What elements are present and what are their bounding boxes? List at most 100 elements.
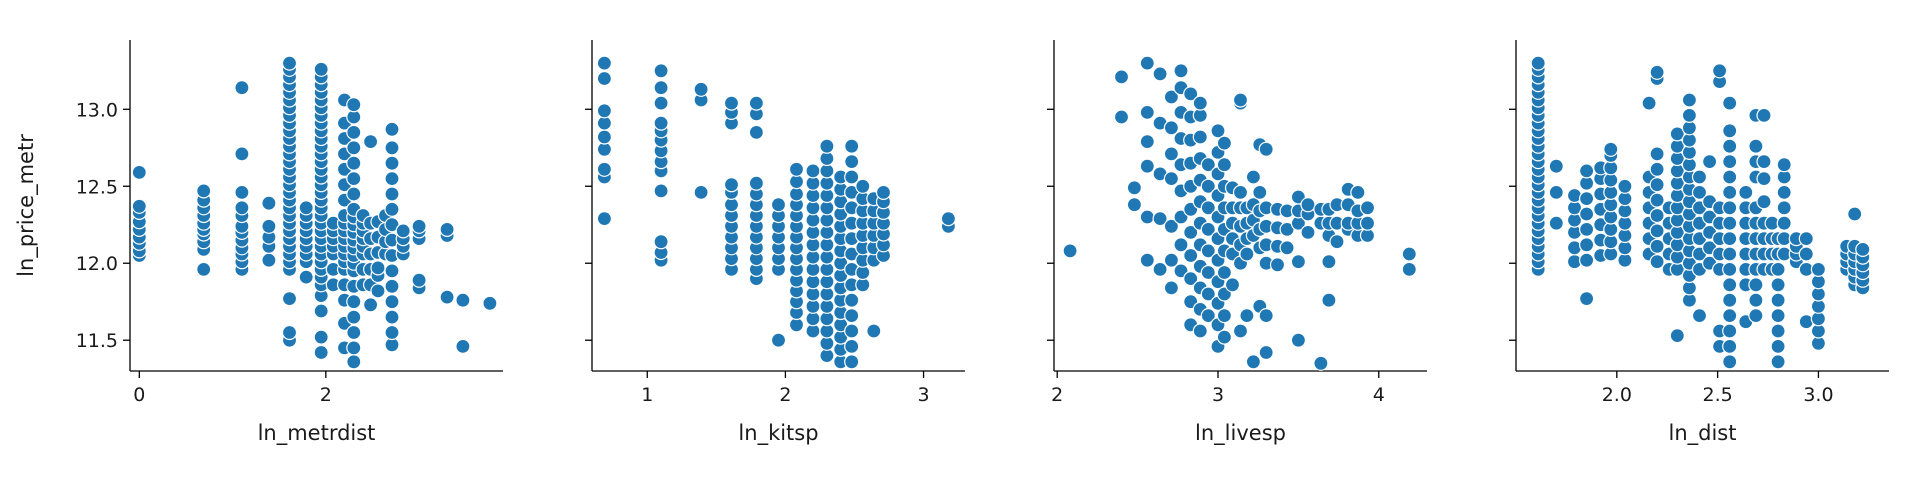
data-point <box>1163 89 1180 105</box>
data-point <box>1126 197 1143 213</box>
data-point <box>1183 247 1199 264</box>
data-point <box>1200 200 1216 216</box>
x-tick-label: 2 <box>779 384 791 406</box>
data-point <box>439 221 455 237</box>
data-point <box>1139 252 1155 268</box>
data-point <box>1722 308 1738 324</box>
data-point <box>363 297 379 313</box>
data-point <box>1258 344 1274 361</box>
data-point <box>1770 277 1786 293</box>
data-point <box>1290 254 1307 270</box>
data-point <box>370 283 386 299</box>
data-point <box>1776 215 1792 231</box>
data-point <box>693 81 709 97</box>
data-point <box>1113 69 1130 85</box>
data-point <box>346 324 362 341</box>
data-point <box>1329 234 1345 250</box>
data-point <box>653 183 669 199</box>
data-point <box>1152 261 1168 277</box>
data-point <box>1691 169 1708 185</box>
data-point <box>1748 292 1764 308</box>
x-tick-label: 2 <box>320 384 332 406</box>
panel-2: 1 2 3 ln_kitsp <box>585 40 965 446</box>
x-axis-label: ln_kitsp <box>738 421 818 446</box>
data-point <box>1245 354 1262 370</box>
data-point <box>1530 55 1546 71</box>
data-point <box>1139 104 1155 121</box>
data-point <box>384 324 400 341</box>
data-point <box>1216 157 1233 173</box>
data-point <box>1163 146 1180 162</box>
data-point <box>1649 177 1665 193</box>
y-tick-label: 11.5 <box>76 330 118 352</box>
data-point <box>1139 55 1155 71</box>
data-point <box>411 218 427 234</box>
data-point <box>395 223 411 239</box>
data-point <box>384 309 400 325</box>
data-point <box>261 218 277 234</box>
data-point <box>384 263 400 279</box>
data-point <box>866 323 882 339</box>
x-tick-label: 3 <box>918 384 930 406</box>
data-point <box>1649 254 1665 270</box>
data-point <box>596 161 613 177</box>
data-point <box>281 291 298 307</box>
data-point <box>1232 92 1249 108</box>
data-point <box>1691 308 1708 324</box>
data-point <box>384 171 400 187</box>
panel-3: 2 3 4 ln_livesp <box>1047 40 1427 446</box>
data-point <box>131 198 147 214</box>
data-point <box>1183 224 1199 240</box>
x-axis-label: ln_dist <box>1669 421 1737 446</box>
data-point <box>1216 135 1233 151</box>
data-point <box>1776 184 1792 200</box>
data-point <box>653 95 669 111</box>
data-point <box>455 292 471 308</box>
data-point <box>1748 308 1764 324</box>
data-point <box>1200 264 1216 281</box>
data-point <box>1770 323 1786 339</box>
x-tick-label: 0 <box>133 384 145 406</box>
data-point <box>844 154 860 170</box>
data-point <box>844 354 860 370</box>
y-axis-label: ln_price_metr <box>14 134 39 277</box>
x-axis-label: ln_livesp <box>1195 421 1286 446</box>
data-point <box>281 324 298 341</box>
data-point <box>805 163 821 179</box>
data-point <box>1722 169 1738 185</box>
data-point <box>1062 243 1078 259</box>
data-point <box>1300 197 1316 213</box>
data-point <box>1649 161 1665 177</box>
data-point <box>1200 243 1216 259</box>
panel-1: 11.5 12.0 12.5 13.0 0 2 ln_metrdist <box>76 40 503 446</box>
data-point <box>1139 209 1155 225</box>
data-point <box>346 294 362 310</box>
data-point <box>1722 338 1738 354</box>
data-point <box>1770 261 1786 277</box>
data-point <box>1722 261 1738 277</box>
data-point <box>313 303 329 319</box>
data-point <box>1722 138 1738 154</box>
panel-4: 2.0 2.5 3.0 ln_dist <box>1509 40 1889 446</box>
data-point <box>346 354 362 370</box>
data-point <box>1770 354 1786 370</box>
data-point <box>370 260 386 276</box>
data-point <box>1279 240 1295 256</box>
data-point <box>1216 329 1233 345</box>
data-point <box>1770 292 1786 308</box>
data-point <box>1126 180 1143 196</box>
data-point <box>1649 207 1665 224</box>
data-point <box>298 200 314 216</box>
data-point <box>844 308 860 324</box>
data-point <box>1548 215 1564 231</box>
data-point <box>844 138 860 154</box>
data-point <box>131 164 147 180</box>
data-point <box>1649 238 1665 254</box>
data-point <box>1669 126 1685 142</box>
data-point <box>346 155 362 171</box>
data-point <box>346 124 362 140</box>
x-axis-label: ln_metrdist <box>258 421 376 446</box>
data-point <box>1722 323 1738 339</box>
data-point <box>788 161 805 177</box>
